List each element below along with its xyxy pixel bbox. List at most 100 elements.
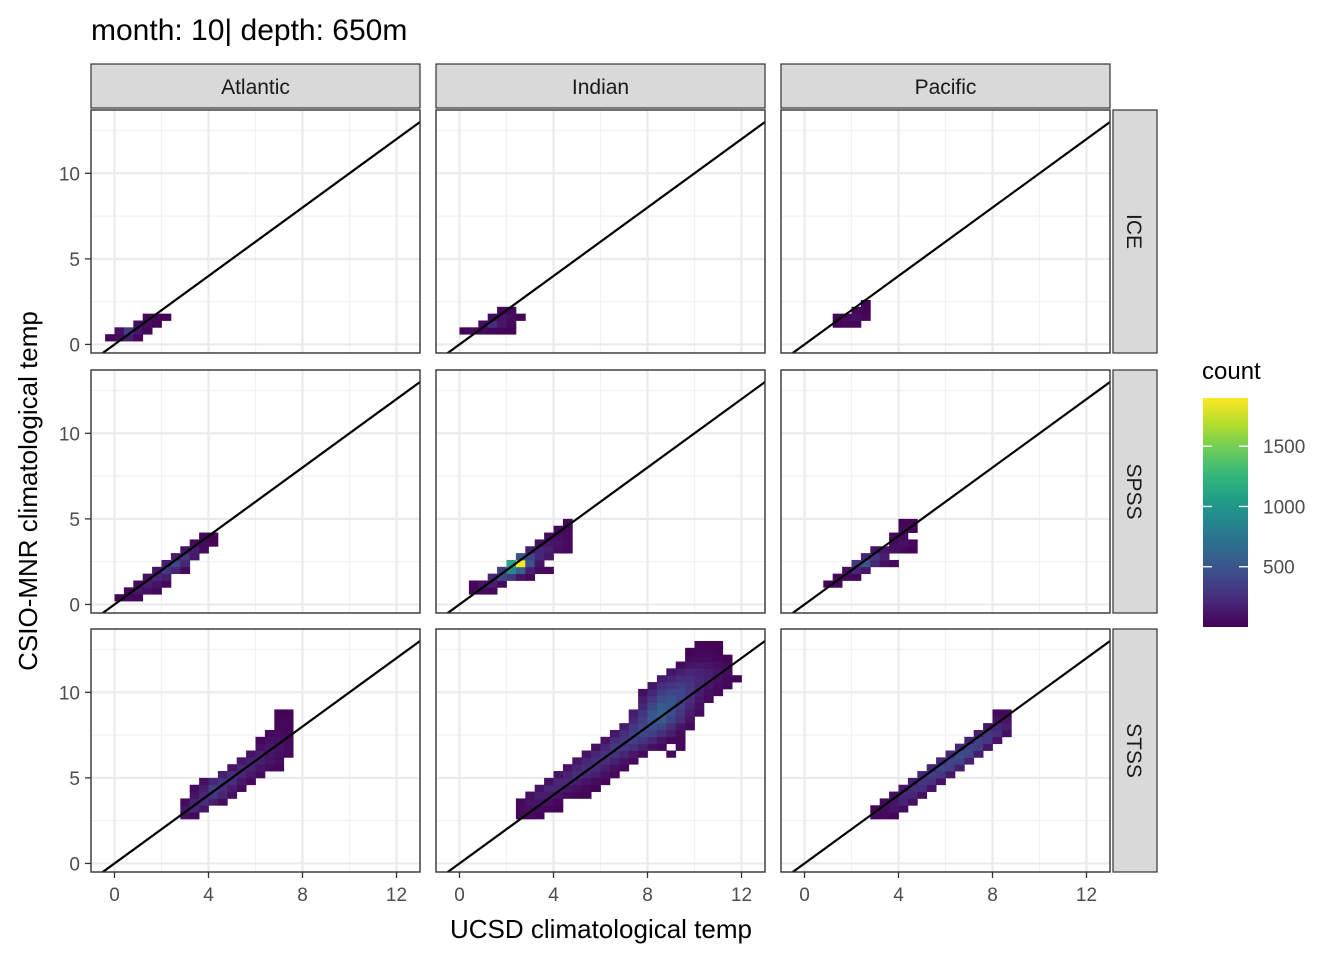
- heatmap-cell: [870, 812, 881, 820]
- heatmap-cell: [851, 313, 862, 321]
- heatmap-cell: [189, 553, 200, 561]
- heatmap-cell: [264, 757, 275, 765]
- heatmap-cell: [992, 723, 1003, 731]
- strip-bg: [1112, 369, 1158, 614]
- heatmap-cell: [685, 702, 695, 710]
- heatmap-cell: [870, 546, 881, 554]
- heatmap-cell: [600, 764, 611, 772]
- heatmap-cell: [600, 750, 611, 758]
- panels-layer: Atlantic Indian Pacific ICE SPSS STSS: [90, 63, 1158, 873]
- legend-colorbar: [1203, 398, 1248, 627]
- heatmap-cell: [675, 716, 686, 724]
- panel-stss-atlantic: [90, 628, 421, 873]
- heatmap-cell: [703, 688, 714, 697]
- heatmap-cell: [954, 750, 965, 758]
- heatmap-cell: [832, 313, 843, 321]
- heatmap-cell: [860, 313, 871, 321]
- heatmap-cell: [722, 675, 733, 683]
- heatmap-cell: [609, 750, 620, 758]
- heatmap-cell: [666, 675, 677, 683]
- heatmap-cell: [638, 688, 648, 697]
- heatmap-cell: [562, 791, 573, 799]
- heatmap-cell: [142, 573, 153, 581]
- heatmap-cell: [152, 587, 162, 595]
- heatmap-cell: [217, 791, 228, 799]
- heatmap-cell: [917, 791, 928, 799]
- heatmap-cell: [581, 777, 592, 786]
- heatmap-cell: [694, 695, 705, 703]
- heatmap-cell: [152, 580, 162, 588]
- heatmap-cell: [675, 709, 686, 717]
- heatmap-cell: [954, 764, 965, 772]
- heatmap-cell: [722, 668, 733, 676]
- heatmap-cell: [619, 757, 630, 765]
- heatmap-cell: [274, 757, 285, 765]
- strip-bg: [1112, 628, 1158, 873]
- heatmap-cell: [246, 757, 256, 765]
- heatmap-cell: [515, 566, 526, 575]
- heatmap-cell: [133, 334, 144, 342]
- heatmap-cell: [534, 566, 545, 575]
- heatmap-cell: [189, 546, 200, 554]
- y-axis-title: CSIO-MNR climatological temp: [13, 311, 43, 671]
- heatmap-cell: [675, 682, 686, 690]
- heatmap-cell: [1001, 709, 1012, 717]
- heatmap-cell: [907, 791, 918, 799]
- heatmap-cell: [851, 566, 862, 575]
- heatmap-cell: [713, 668, 724, 676]
- heatmap-cell: [917, 777, 928, 786]
- heatmap-cell: [656, 729, 667, 738]
- heatmap-cell: [255, 757, 266, 765]
- panel-border: [90, 109, 421, 354]
- legend-ticks: 500 1000 1500: [1203, 437, 1305, 579]
- heatmap-cell: [628, 757, 639, 765]
- heatmap-cell: [879, 546, 890, 554]
- heatmap-cell: [694, 661, 705, 669]
- heatmap-cell: [851, 573, 862, 581]
- heatmap-cell: [170, 559, 181, 568]
- panel-border: [90, 369, 421, 614]
- heatmap-cell: [638, 723, 648, 731]
- heatmap-cell: [133, 594, 144, 602]
- heatmap-cell: [581, 764, 592, 772]
- heatmap-cell: [656, 688, 667, 697]
- heatmap-cell: [647, 743, 658, 751]
- heatmap-cell: [255, 771, 266, 779]
- heatmap-cell: [553, 532, 564, 540]
- heatmap-cell: [647, 682, 658, 690]
- heatmap-cell: [591, 777, 601, 786]
- heatmap-cell: [609, 743, 620, 751]
- heatmap-cell: [525, 573, 536, 581]
- y-tick-label: 0: [69, 854, 80, 875]
- heatmap-cell: [628, 743, 639, 751]
- heatmap-cell: [964, 750, 975, 758]
- heatmap-cell: [703, 668, 714, 676]
- heatmap-cell: [638, 736, 648, 745]
- heatmap-cell: [544, 791, 554, 799]
- heatmap-cell: [898, 546, 909, 554]
- heatmap-cell: [694, 688, 705, 697]
- heatmap-cell: [468, 327, 479, 335]
- heatmap-cell: [842, 320, 852, 328]
- heatmap-cell: [180, 553, 191, 561]
- heatmap-cell: [647, 723, 658, 731]
- heatmap-cell: [647, 716, 658, 724]
- heatmap-cell: [180, 559, 191, 568]
- heatmap-cell: [703, 654, 714, 662]
- heatmap-cell: [945, 750, 956, 758]
- heatmap-cell: [515, 553, 526, 561]
- panel-border: [780, 628, 1111, 873]
- heatmap-cell: [161, 566, 172, 575]
- heatmap-cell: [898, 798, 909, 806]
- heatmap-cell: [478, 327, 489, 335]
- heatmap-cell: [685, 709, 695, 717]
- heatmap-cell: [255, 736, 266, 745]
- heatmap-cell: [506, 566, 517, 575]
- heatmap-cell: [1001, 716, 1012, 724]
- heatmap-cell: [1001, 729, 1012, 738]
- panel-ice-indian: [435, 109, 766, 354]
- heatmap-cell: [534, 812, 545, 820]
- heatmap-cell: [685, 695, 695, 703]
- heatmap-cell: [926, 777, 937, 786]
- y-tick-label: 5: [69, 510, 80, 531]
